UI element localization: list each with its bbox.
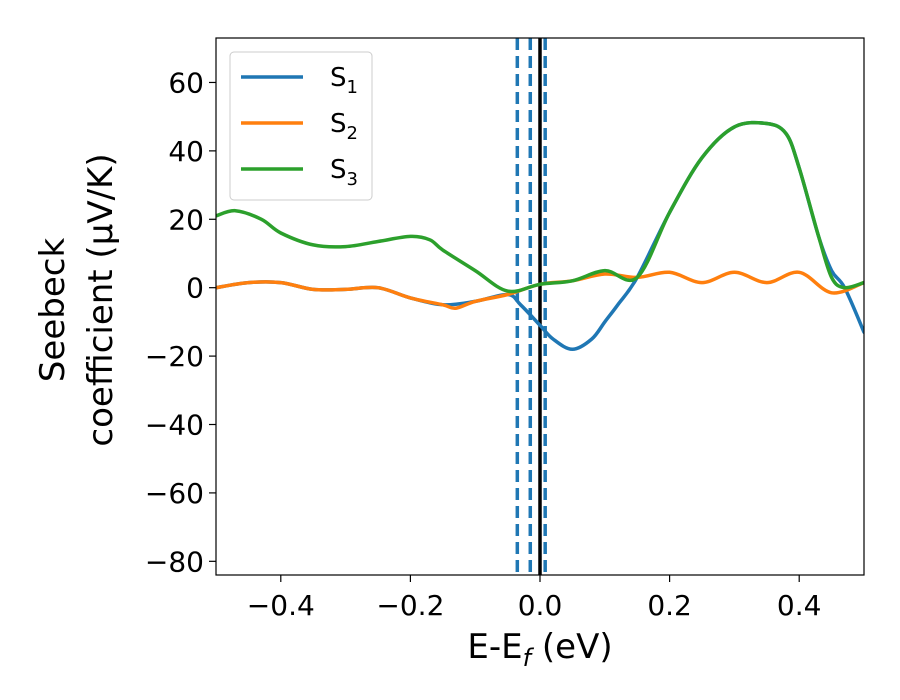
x-axis-ticks: −0.4 −0.2 0.0 0.2 0.4: [247, 575, 822, 622]
legend-label-s1: S1: [330, 63, 358, 98]
x-tick-label: −0.4: [247, 589, 315, 622]
legend-label-s2: S2: [330, 109, 358, 144]
y-tick-label: 40: [168, 135, 204, 168]
y-tick-label: −60: [145, 477, 204, 510]
series-lines: [216, 120, 864, 352]
y-axis-label-line1: Seebeck: [33, 238, 73, 383]
x-tick-label: 0.2: [647, 589, 692, 622]
y-tick-label: −80: [145, 545, 204, 578]
y-axis-label-line2: coefficient (μV/K): [81, 153, 121, 446]
y-tick-label: 20: [168, 203, 204, 236]
y-axis-ticks: −80 −60 −40 −20 0 20 40 60: [145, 66, 216, 578]
legend-label-s3: S3: [330, 155, 358, 190]
y-tick-label: 0: [186, 272, 204, 305]
y-tick-label: −40: [145, 409, 204, 442]
x-axis-label: E-Ef (eV): [467, 627, 612, 672]
x-tick-label: 0.4: [777, 589, 822, 622]
y-tick-label: −20: [145, 340, 204, 373]
series-line-s3: [216, 120, 864, 294]
x-tick-label: 0.0: [518, 589, 563, 622]
legend-box: [229, 51, 373, 201]
reference-lines: [515, 38, 547, 575]
legend: S1 S2 S3: [229, 51, 373, 201]
x-tick-label: −0.2: [376, 589, 444, 622]
y-tick-label: 60: [168, 66, 204, 99]
